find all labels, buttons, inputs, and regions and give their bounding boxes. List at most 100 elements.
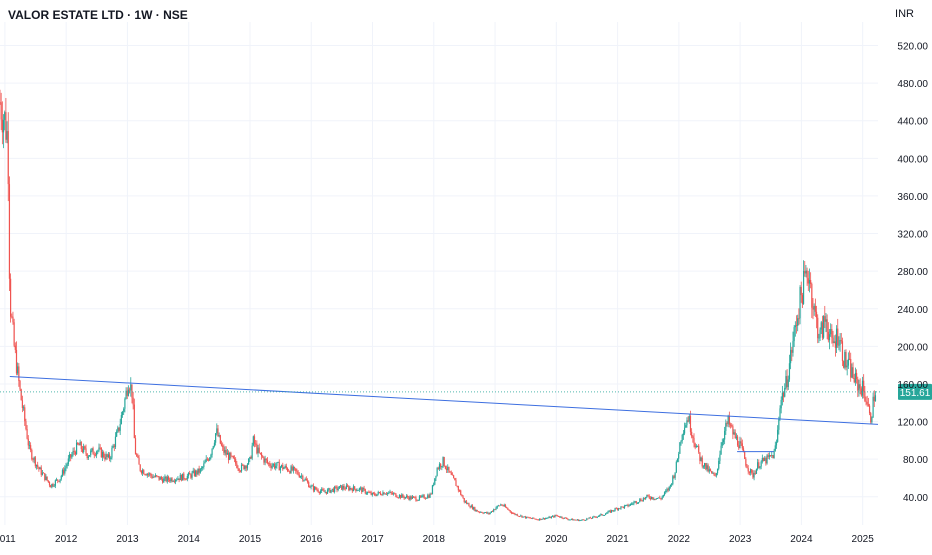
candle-body <box>573 519 575 521</box>
candle-body <box>376 493 378 496</box>
candle-body <box>291 466 293 471</box>
x-tick-label: 2016 <box>300 534 323 545</box>
candle-body <box>149 473 151 475</box>
candle-body <box>398 495 401 498</box>
candle-body <box>517 515 520 517</box>
candle-body <box>207 459 210 461</box>
candle-body <box>99 447 101 449</box>
candle-body <box>381 494 383 496</box>
candle-body <box>713 473 715 475</box>
candle-body <box>303 480 305 481</box>
candle-body <box>54 480 56 486</box>
candle-body <box>602 515 604 516</box>
candle-body <box>708 469 710 472</box>
gridlines <box>0 22 878 525</box>
candle-body <box>1 119 3 133</box>
candle-body <box>297 471 299 475</box>
candle-body <box>330 490 332 493</box>
candle-body <box>440 464 442 468</box>
candle-body <box>727 416 729 424</box>
candle-body <box>484 512 487 513</box>
candle-body <box>782 392 785 397</box>
candle-body <box>321 489 323 492</box>
candle-body <box>84 446 86 449</box>
candle-body <box>319 491 322 494</box>
candle-body <box>805 270 807 274</box>
candle-body <box>189 472 191 475</box>
last-price-marker: 151.61 <box>0 383 932 400</box>
candle-body <box>457 486 459 491</box>
candle-body <box>420 496 422 498</box>
candle-body <box>486 512 488 514</box>
candle-body <box>422 495 424 497</box>
candle-body <box>447 466 449 470</box>
candle-body <box>334 486 336 492</box>
candle-body <box>358 488 360 491</box>
candle-body <box>305 478 307 481</box>
candle-body <box>443 457 445 467</box>
candle-body <box>773 450 775 459</box>
candle-body <box>848 358 851 360</box>
candle-body <box>68 454 71 459</box>
candle-body <box>352 486 355 492</box>
y-axis[interactable]: 40.00 80.00 120.00 160.00 200.00 240.00 280.00… <box>897 42 928 504</box>
candle-body <box>726 423 728 424</box>
candle-body <box>87 456 89 459</box>
candle-body <box>617 508 620 510</box>
candle-body <box>185 479 187 481</box>
candle-body <box>172 481 174 483</box>
candle-body <box>839 340 841 346</box>
candle-body <box>821 322 824 338</box>
candle-body <box>51 483 53 488</box>
candle-body <box>729 424 732 426</box>
candle-body <box>80 441 82 450</box>
candle-body <box>101 452 104 458</box>
candle-body <box>263 457 265 463</box>
candle-body <box>692 436 694 438</box>
candle-body <box>403 496 405 499</box>
candle-body <box>534 518 536 520</box>
candle-body <box>423 495 425 499</box>
candle-body <box>665 490 667 493</box>
candlesticks <box>0 89 877 522</box>
candle-body <box>536 519 538 521</box>
candle-body <box>655 498 657 500</box>
candle-body <box>691 431 693 437</box>
candle-body <box>541 519 543 520</box>
candle-body <box>59 479 61 482</box>
candle-body <box>469 506 471 508</box>
candle-body <box>0 101 1 103</box>
candle-body <box>212 446 214 449</box>
candle-body <box>639 499 641 503</box>
y-tick-label: 360.00 <box>897 192 928 203</box>
candle-body <box>554 515 556 518</box>
x-axis[interactable]: 2011 2012 2013 2014 2015 2016 2017 2018 2019 2020… <box>0 534 874 545</box>
x-tick-label: 2021 <box>606 534 629 545</box>
candle-body <box>445 468 448 470</box>
candle-body <box>33 457 35 460</box>
candle-body <box>577 519 580 521</box>
candle-body <box>156 475 158 477</box>
candle-body <box>204 461 206 464</box>
candle-body <box>246 464 249 469</box>
candle-body <box>289 471 291 474</box>
candle-body <box>266 460 269 463</box>
candle-body <box>251 445 253 459</box>
candle-body <box>738 445 740 449</box>
candle-body <box>790 349 792 364</box>
candle-body <box>575 519 577 521</box>
candle-body <box>827 331 829 341</box>
candle-body <box>456 485 458 487</box>
candle-body <box>235 459 237 464</box>
candle-body <box>326 489 329 494</box>
candle-body <box>620 506 622 509</box>
candle-body <box>559 516 561 518</box>
candle-body <box>794 325 796 328</box>
candle-body <box>762 457 765 461</box>
candle-body <box>408 497 410 500</box>
candle-body <box>718 460 720 469</box>
candle-body <box>474 507 476 511</box>
candle-body <box>468 503 470 507</box>
